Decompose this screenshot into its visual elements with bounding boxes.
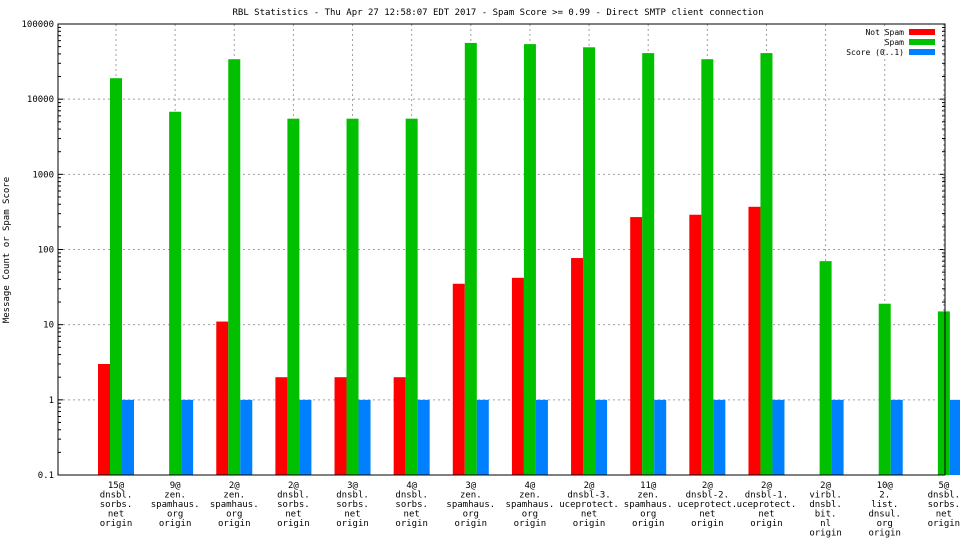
bar-score <box>654 399 667 475</box>
bar-score <box>949 399 960 475</box>
bar-not-spam <box>689 214 702 475</box>
x-category-label: 9@ zen. spamhaus. org origin <box>151 481 200 529</box>
bar-not-spam <box>216 321 229 475</box>
bar-score <box>595 399 608 475</box>
bar-score <box>122 399 134 475</box>
bar-score <box>713 399 726 475</box>
x-category-label: 2@ dnsbl-2. uceprotect. net origin <box>678 481 738 529</box>
bar-spam <box>464 42 477 476</box>
bars <box>98 42 960 476</box>
bar-spam <box>819 261 832 475</box>
x-category-label: 2@ dnsbl-3. uceprotect. net origin <box>559 481 619 529</box>
bar-spam <box>583 47 596 475</box>
bar-spam <box>346 118 359 475</box>
bar-spam <box>937 311 950 475</box>
y-tick-label: 1000 <box>32 170 54 180</box>
bar-spam <box>701 59 714 476</box>
bar-score <box>299 399 312 475</box>
bar-score <box>772 399 785 475</box>
x-category-label: 10@ 2. list. dnsul. org origin <box>868 481 901 539</box>
bar-score <box>831 399 844 475</box>
x-category-label: 2@ dnsbl. sorbs. net origin <box>277 481 310 529</box>
y-tick-label: 10000 <box>27 95 54 105</box>
y-tick-label: 1 <box>49 396 54 406</box>
bar-not-spam <box>511 277 524 475</box>
bar-score <box>535 399 548 475</box>
bar-spam <box>110 78 122 475</box>
bar-spam <box>287 118 300 475</box>
legend-swatch <box>909 49 935 55</box>
bar-score <box>181 399 194 475</box>
bar-not-spam <box>98 363 110 475</box>
bar-score <box>358 399 371 475</box>
bar-not-spam <box>571 258 584 475</box>
bar-not-spam <box>275 377 288 475</box>
y-axis-label: Message Count or Spam Score <box>2 177 12 323</box>
x-category-label: 15@ dnsbl. sorbs. net origin <box>100 481 133 529</box>
x-category-label: 5@ dnsbl. sorbs. net origin <box>928 481 960 529</box>
bar-spam <box>405 118 418 475</box>
bar-not-spam <box>452 283 465 475</box>
legend-label: Not Spam <box>865 28 904 37</box>
bar-spam <box>878 303 891 475</box>
x-category-label: 2@ virbl. dnsbl. bit. nl origin <box>809 481 842 539</box>
bar-score <box>417 399 430 475</box>
x-category-label: 2@ dnsbl-1. uceprotect. net origin <box>737 481 797 529</box>
bar-not-spam <box>393 377 406 475</box>
x-category-label: 3@ dnsbl. sorbs. net origin <box>336 481 369 529</box>
bar-score <box>476 399 489 475</box>
legend-label: Score (0..1) <box>846 48 904 57</box>
bar-score <box>890 399 903 475</box>
y-tick-label: 10 <box>43 321 54 331</box>
bar-spam <box>228 59 241 476</box>
legend-swatch <box>909 39 935 45</box>
x-category-label: 3@ zen. spamhaus. org origin <box>446 481 495 529</box>
y-tick-labels: 0.1 1 10 100 1000 10000 100000 <box>21 20 54 481</box>
y-tick-label: 100 <box>38 246 54 256</box>
y-tick-label: 0.1 <box>38 471 54 481</box>
bar-not-spam <box>334 377 347 475</box>
bar-spam <box>523 44 536 475</box>
x-category-label: 11@ zen. spamhaus. org origin <box>624 481 673 529</box>
bar-not-spam <box>630 217 643 476</box>
legend-swatch <box>909 29 935 35</box>
y-tick-label: 100000 <box>21 20 54 30</box>
bar-not-spam <box>748 206 761 476</box>
bar-spam <box>760 53 773 476</box>
x-category-label: 2@ zen. spamhaus. org origin <box>210 481 259 529</box>
chart-title: RBL Statistics - Thu Apr 27 12:58:07 EDT… <box>232 8 763 18</box>
x-category-labels: 15@ dnsbl. sorbs. net origin 9@ zen. spamhaus. o… <box>100 481 960 539</box>
bar-score <box>240 399 253 475</box>
plot-frame <box>57 23 946 476</box>
x-category-label: 4@ zen. spamhaus. org origin <box>506 481 555 529</box>
legend-label: Spam <box>885 38 904 47</box>
x-category-label: 4@ dnsbl. sorbs. net origin <box>395 481 428 529</box>
bar-spam <box>642 53 655 476</box>
bar-spam <box>169 111 182 476</box>
